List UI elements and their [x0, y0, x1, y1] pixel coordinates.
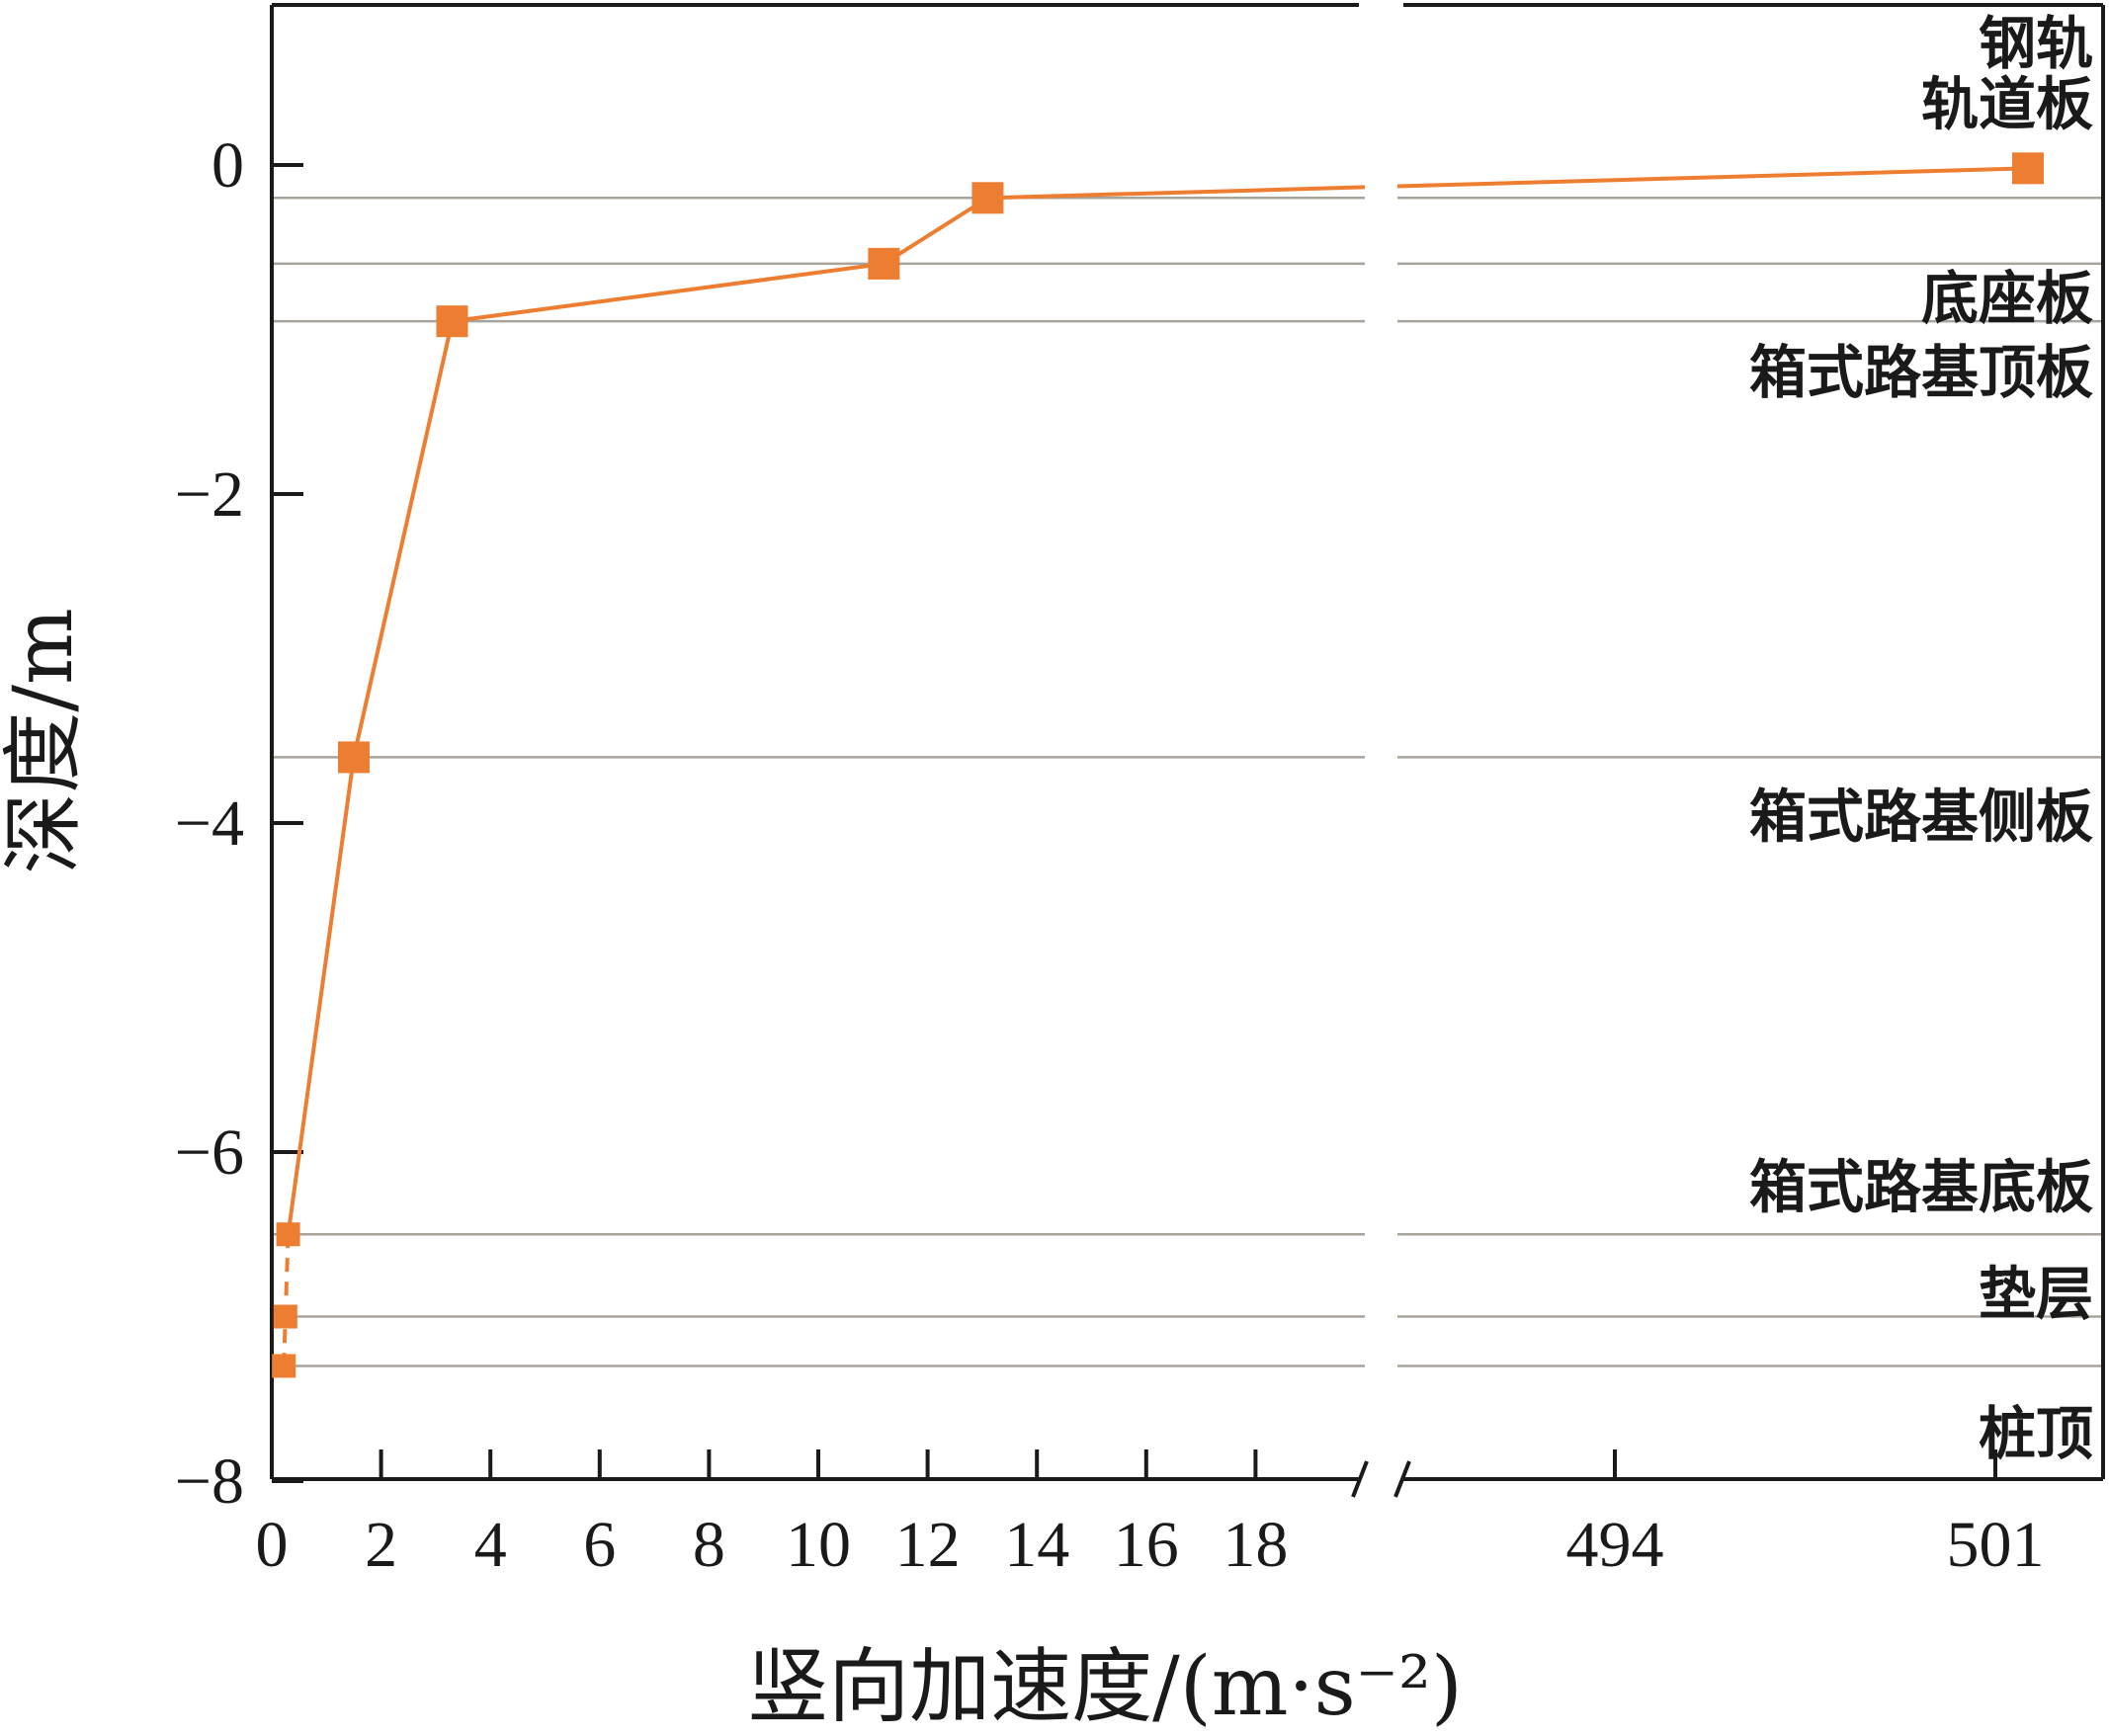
x-tick-label-6: 12	[895, 1509, 961, 1581]
data-point-1	[971, 182, 1004, 214]
y-tick-label-0: 0	[211, 129, 244, 202]
x-tick-label-0: 0	[256, 1509, 289, 1581]
layer-label-1: 轨道板	[1921, 71, 2093, 138]
x-tick-label-11: 501	[1947, 1509, 2045, 1581]
data-point-3	[436, 305, 468, 338]
data-point-2	[868, 247, 900, 280]
x-tick-label-5: 10	[786, 1509, 851, 1581]
layer-label-3: 箱式路基顶板	[1749, 339, 2093, 406]
axis-break-mark-1	[1351, 1460, 1369, 1498]
layer-label-0: 钢轨	[1979, 10, 2093, 77]
data-point-4	[337, 741, 370, 774]
data-point-5	[276, 1222, 300, 1247]
y-tick-label-3: −6	[175, 1116, 244, 1189]
layer-label-6: 垫层	[1979, 1261, 2093, 1328]
x-tick-label-10: 494	[1566, 1509, 1664, 1581]
y-tick-label-4: −8	[175, 1446, 244, 1518]
layer-label-2: 底座板	[1921, 265, 2093, 332]
layer-label-4: 箱式路基侧板	[1749, 784, 2093, 851]
x-tick-label-9: 18	[1223, 1509, 1288, 1581]
layer-label-7: 桩顶	[1979, 1400, 2093, 1467]
x-tick-label-7: 14	[1004, 1509, 1069, 1581]
x-tick-label-2: 4	[474, 1509, 507, 1581]
axis-break-mark-2	[1393, 1460, 1411, 1498]
series-line-dashed-bottom	[282, 1234, 291, 1366]
layer-boundary-lines	[272, 197, 2103, 1367]
x-axis-title: 竖向加速度/(m·s⁻²)	[747, 1640, 1463, 1734]
y-tick-label-1: −2	[175, 458, 244, 531]
series-line-main	[286, 185, 1366, 1235]
layer-label-5: 箱式路基底板	[1749, 1153, 2093, 1220]
data-point-7	[272, 1354, 296, 1378]
x-tick-label-8: 16	[1114, 1509, 1179, 1581]
plot-frame	[270, 3, 2105, 1498]
x-tick-label-4: 8	[693, 1509, 725, 1581]
y-tick-label-2: −4	[175, 787, 244, 860]
data-series	[272, 152, 2044, 1378]
x-tick-label-3: 6	[583, 1509, 616, 1581]
data-point-0	[2012, 152, 2044, 185]
axis-ticks: 0−2−4−6−80 2 4 6 8 10 12 14 16 18 494 501	[175, 129, 2045, 1581]
y-axis-title: 深度/m	[0, 608, 91, 873]
series-line-upper-segment	[1396, 166, 2029, 189]
x-tick-label-1: 2	[365, 1509, 397, 1581]
data-point-6	[273, 1304, 297, 1329]
